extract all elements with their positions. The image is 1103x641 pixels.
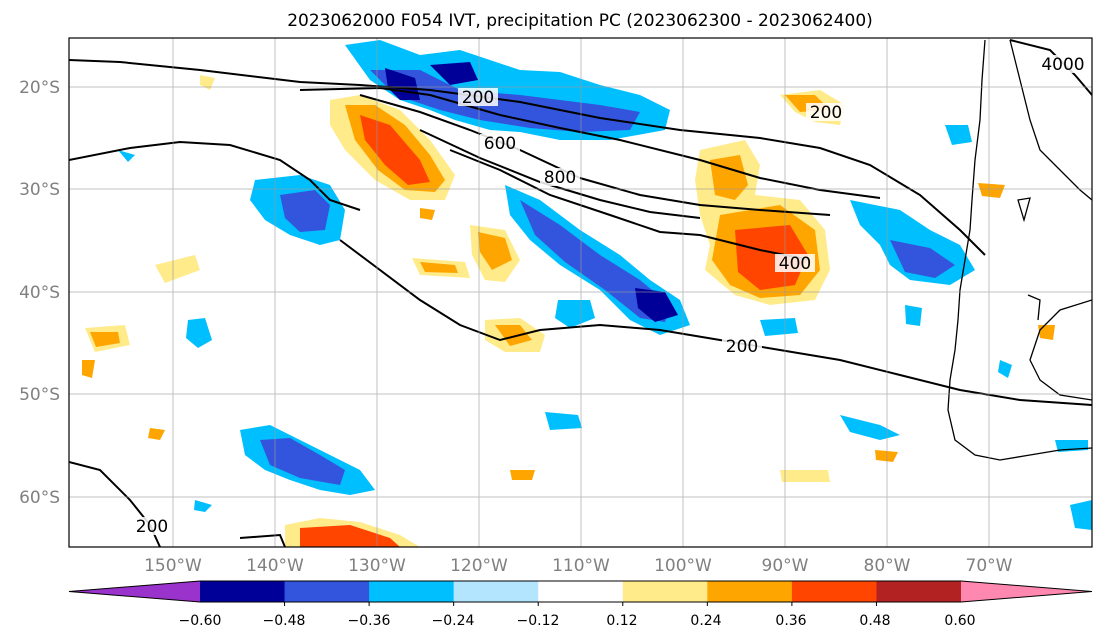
lon-label: 150°W [144, 556, 202, 576]
map-title: 2023062000 F054 IVT, precipitation PC (2… [287, 11, 873, 31]
colorbar-segment [876, 581, 962, 602]
colorbar-segment [791, 581, 877, 602]
lat-label: 50°S [19, 385, 60, 405]
contour-label: 800 [544, 168, 576, 188]
lat-label: 60°S [19, 488, 60, 508]
colorbar-segment [284, 581, 370, 602]
colorbar-extend-low [69, 581, 200, 602]
map-frame [68, 37, 1093, 548]
colorbar-outline [68, 580, 1093, 603]
colorbar-tick-label: −0.48 [263, 613, 306, 629]
contour-label: 200 [810, 103, 842, 123]
lon-label: 70°W [966, 556, 1013, 576]
lon-label: 80°W [864, 556, 911, 576]
colorbar-segment [369, 581, 455, 602]
precip-negative-anomalies [118, 40, 1092, 530]
colorbar-tick-label: −0.60 [179, 613, 222, 629]
colorbar [68, 580, 1093, 606]
contour-label: 200 [462, 88, 494, 108]
contour-label: 200 [726, 337, 758, 357]
lon-label: 140°W [246, 556, 304, 576]
colorbar-tick-label: −0.24 [432, 613, 475, 629]
map-panel: 200 600 800 400 200 200 4000 200 [68, 37, 1093, 548]
colorbar-tick-label: 0.36 [775, 613, 806, 629]
lon-label: 90°W [762, 556, 809, 576]
lat-label: 20°S [19, 78, 60, 98]
lon-label: 120°W [450, 556, 508, 576]
contour-label: 600 [484, 134, 516, 154]
lon-label: 130°W [348, 556, 406, 576]
colorbar-segment [707, 581, 793, 602]
contour-label: 400 [779, 254, 811, 274]
colorbar-tick-labels: −0.60 −0.48 −0.36 −0.24 −0.12 0.12 0.24 … [179, 613, 976, 629]
contour-label: 4000 [1041, 55, 1084, 75]
colorbar-tick-label: 0.24 [690, 613, 721, 629]
coastline [947, 39, 1092, 461]
colorbar-segment [453, 581, 539, 602]
latitude-labels: 20°S 30°S 40°S 50°S 60°S [19, 78, 60, 508]
colorbar-tick-label: 0.48 [859, 613, 890, 629]
colorbar-tick-label: −0.12 [517, 613, 560, 629]
longitude-labels: 150°W 140°W 130°W 120°W 110°W 100°W 90°W… [144, 556, 1013, 576]
colorbar-tick-label: 0.60 [944, 613, 975, 629]
lon-label: 100°W [654, 556, 712, 576]
lat-label: 40°S [19, 283, 60, 303]
contour-labels: 200 600 800 400 200 200 4000 200 [132, 55, 1086, 537]
colorbar-segment [200, 581, 286, 602]
colorbar-segment [538, 581, 624, 602]
gridlines [69, 38, 1092, 547]
colorbar-segment [622, 581, 708, 602]
colorbar-tick-label: 0.12 [606, 613, 637, 629]
colorbar-extend-high [961, 581, 1092, 602]
lat-label: 30°S [19, 180, 60, 200]
colorbar-tick-label: −0.36 [348, 613, 391, 629]
ivt-contours [69, 39, 1092, 547]
contour-label: 200 [136, 517, 168, 537]
lon-label: 110°W [552, 556, 610, 576]
